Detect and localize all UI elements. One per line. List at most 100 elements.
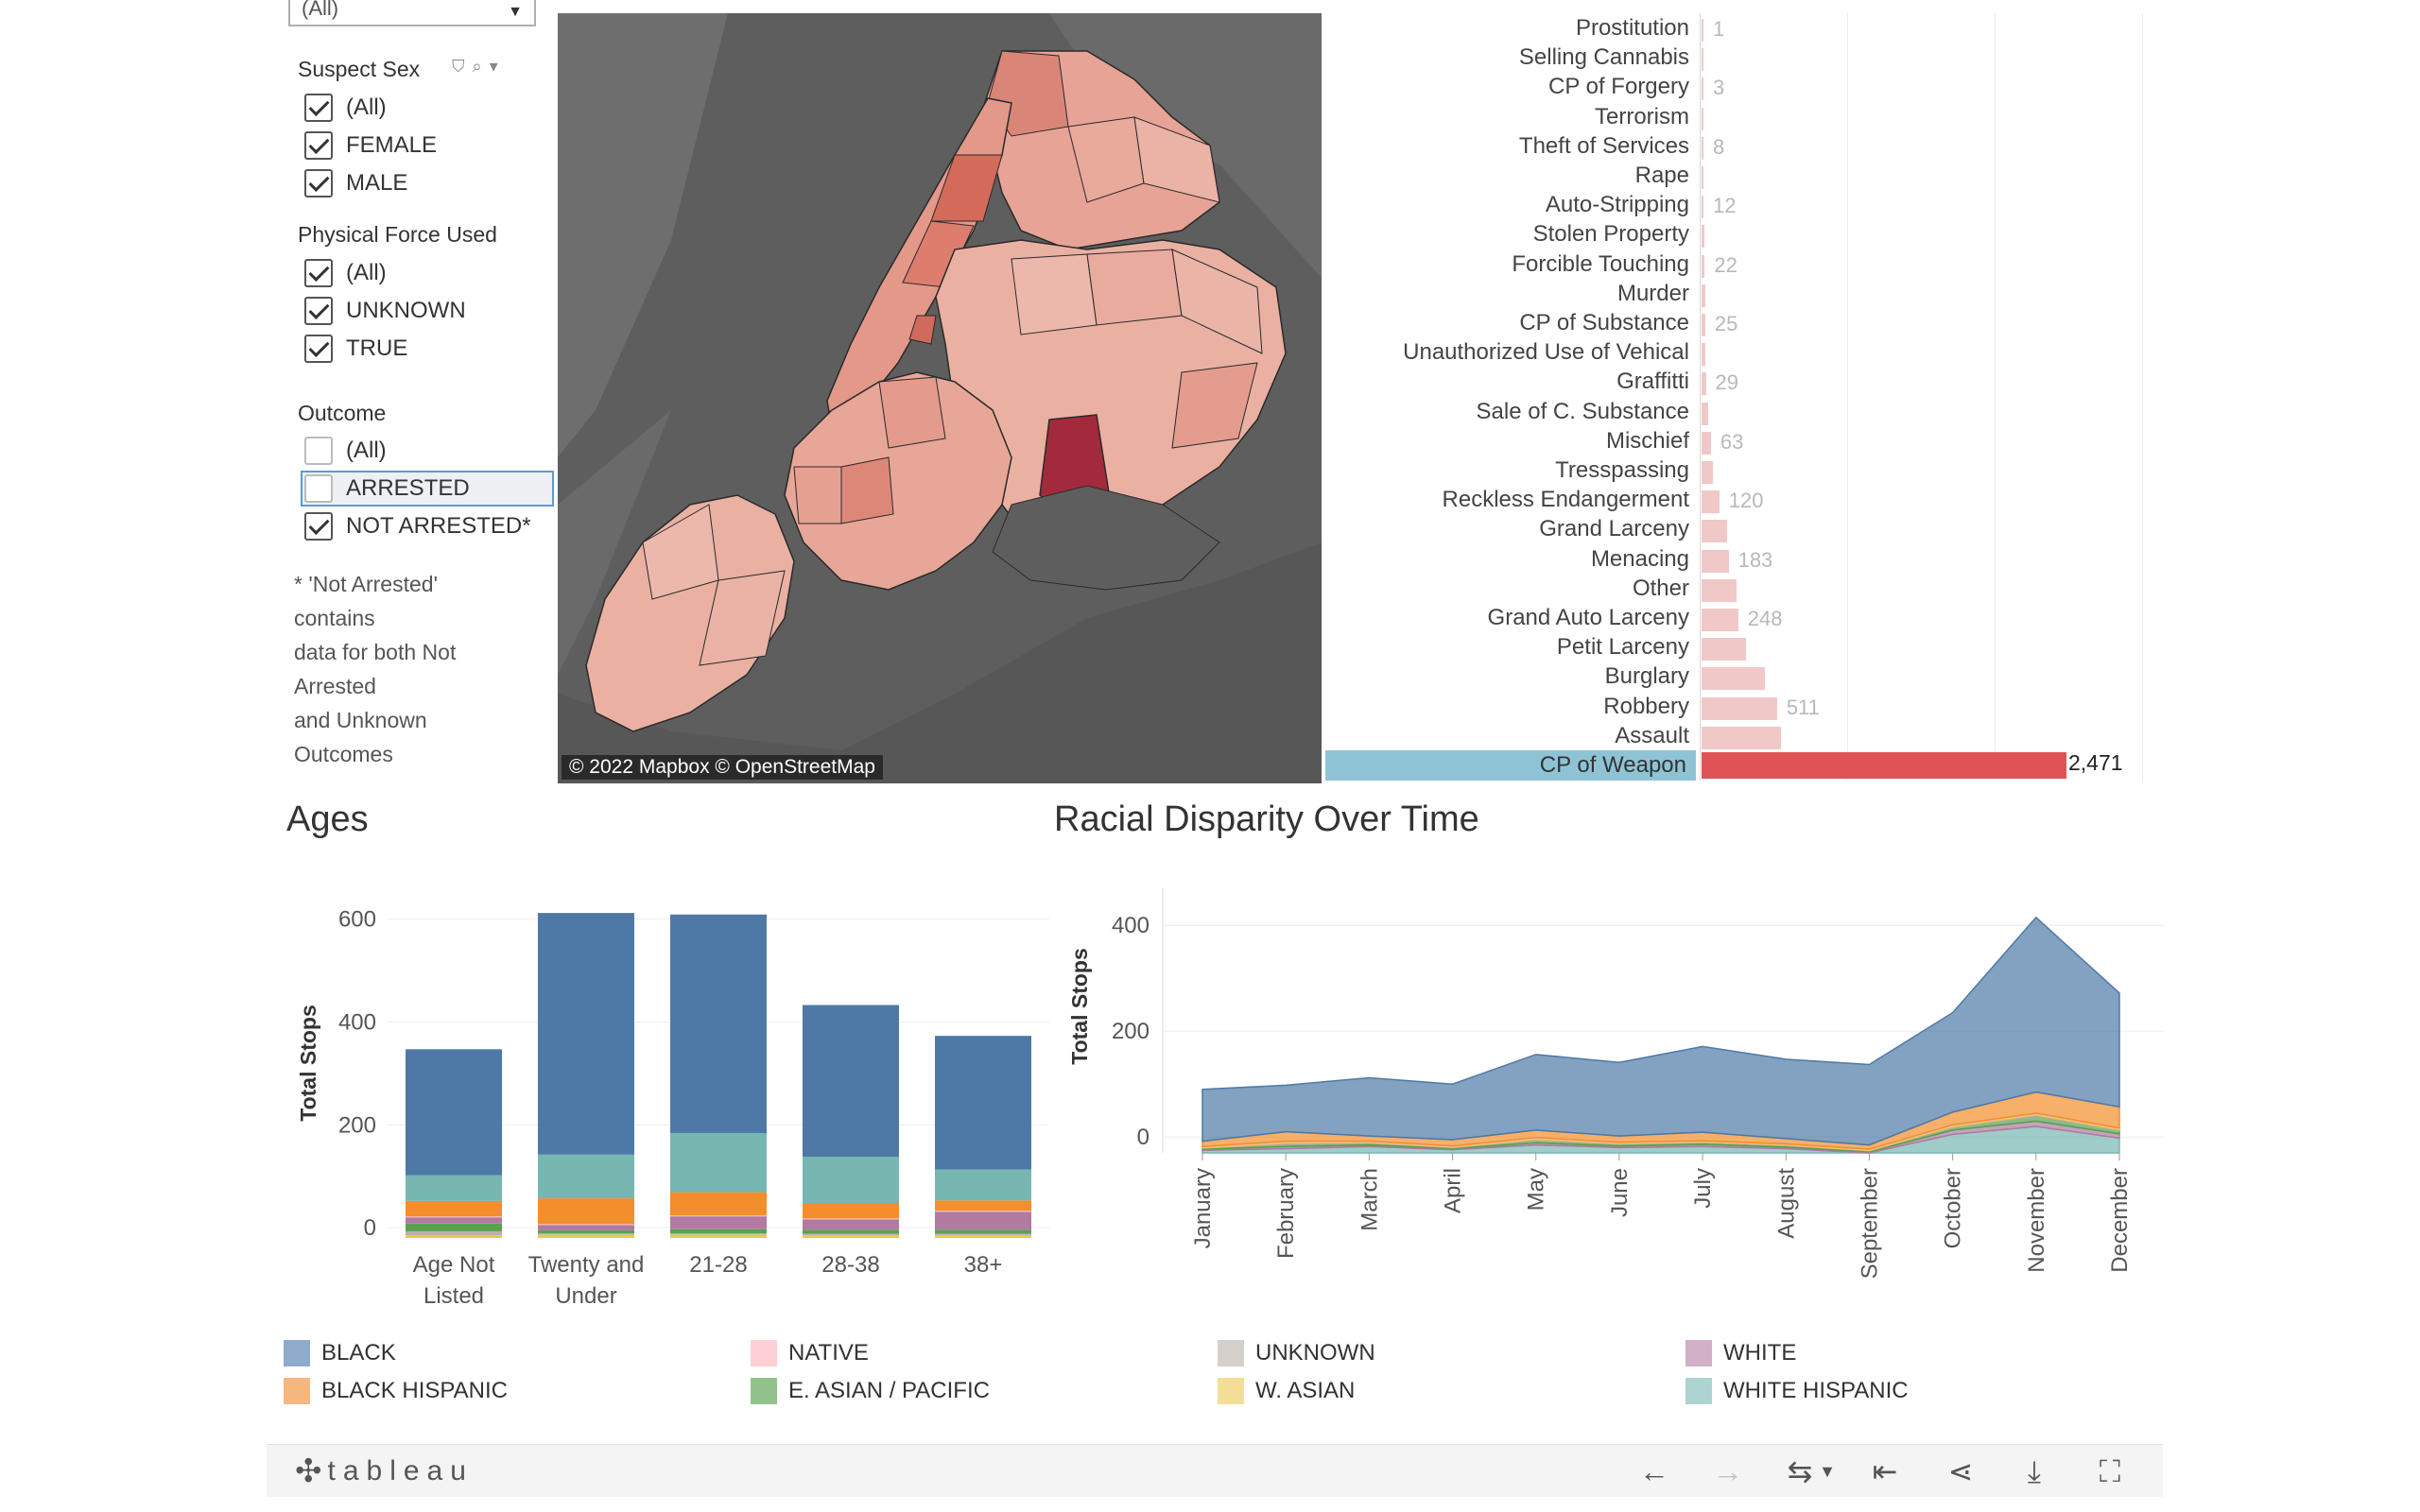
filter-icon[interactable]: ⛉ [452,57,473,76]
crime-bar[interactable] [1702,549,1729,573]
precinct[interactable] [793,466,842,524]
age-bar-segment[interactable] [406,1230,502,1236]
crime-bar[interactable] [1702,372,1706,396]
crime-selected-label[interactable]: CP of Weapon [1325,750,1696,781]
revert-icon[interactable]: ⇆ [1787,1454,1813,1488]
age-bar-segment[interactable] [538,1198,634,1225]
crime-label[interactable]: Selling Cannabis [1518,44,1689,71]
brooklyn-borough[interactable] [784,371,1012,591]
age-bar-segment[interactable] [670,914,767,1133]
crime-selected-bar[interactable] [1702,752,2066,779]
age-bar-segment[interactable] [803,1219,899,1230]
crime-label[interactable]: Other [1632,575,1689,601]
crime-bar[interactable] [1702,77,1703,101]
checkbox-checked[interactable] [304,259,333,287]
legend-item[interactable]: NATIVE [751,1340,869,1366]
crime-bar[interactable] [1702,314,1705,336]
physical-force-all[interactable]: (All) [304,257,387,289]
age-bar-segment[interactable] [935,1169,1031,1201]
redo-icon[interactable]: → [1713,1454,1743,1488]
crime-bar[interactable] [1702,196,1703,219]
race-area-series[interactable] [1201,916,2120,1146]
age-bar-segment[interactable] [670,1216,767,1229]
crime-label[interactable]: CP of Substance [1519,310,1689,335]
age-bar-segment[interactable] [803,1235,899,1238]
age-bar-segment[interactable] [406,1216,502,1218]
age-bar-segment[interactable] [935,1211,1031,1230]
age-bar-segment[interactable] [803,1005,899,1158]
checkbox-checked[interactable] [304,131,333,160]
age-bar-segment[interactable] [670,1133,767,1193]
crime-bar[interactable] [1702,402,1709,425]
age-bar-segment[interactable] [803,1218,899,1220]
precinct[interactable] [840,456,894,524]
age-bar-segment[interactable] [406,1235,502,1238]
age-bar-segment[interactable] [538,1229,634,1234]
checkbox-unchecked[interactable] [304,474,333,503]
age-bar-segment[interactable] [670,1215,767,1217]
age-bar-segment[interactable] [538,1154,634,1199]
crime-label[interactable]: Mischief [1605,427,1689,454]
age-bar-segment[interactable] [406,1223,502,1231]
crime-label[interactable]: Petit Larceny [1556,634,1689,661]
crime-bar[interactable] [1702,225,1704,249]
age-bar-segment[interactable] [670,1234,767,1238]
tableau-logo[interactable]: ✣ tableau [295,1452,474,1490]
legend-item[interactable]: E. ASIAN / PACIFIC [751,1378,990,1404]
fullscreen-icon[interactable]: ⛶ [2099,1454,2121,1488]
age-bar-segment[interactable] [803,1233,899,1236]
physical-force-true[interactable]: TRUE [304,333,407,365]
staten-island-borough[interactable] [585,494,795,732]
checkbox-checked[interactable] [304,512,333,541]
crime-bar[interactable] [1702,343,1706,367]
download-icon[interactable]: ⤓ [2027,1454,2042,1488]
precinct[interactable] [930,154,1003,222]
age-bar-segment[interactable] [406,1175,502,1201]
legend-item[interactable]: W. ASIAN [1218,1378,1355,1404]
age-bar-segment[interactable] [670,1192,767,1216]
crime-label[interactable]: Murder [1616,280,1689,306]
age-bar-segment[interactable] [670,1228,767,1234]
menu-chevron-icon[interactable]: ▾ [489,57,506,76]
crime-bar[interactable] [1702,578,1737,602]
age-bar-segment[interactable] [935,1229,1031,1234]
age-bar-segment[interactable] [406,1049,502,1176]
crime-bar[interactable] [1702,48,1703,72]
map-credit[interactable]: © 2022 Mapbox © OpenStreetMap [562,755,883,780]
crime-bar[interactable] [1702,19,1703,42]
crime-label[interactable]: Auto-Stripping [1545,192,1689,218]
age-bar-segment[interactable] [935,1233,1031,1236]
checkbox-checked[interactable] [304,297,333,325]
crime-bar[interactable] [1702,696,1777,720]
search-icon[interactable]: ⌕ [472,57,490,76]
age-bar-segment[interactable] [406,1200,502,1217]
crime-bar[interactable] [1702,254,1705,278]
crime-label[interactable]: Menacing [1590,545,1689,572]
crime-label[interactable]: Burglary [1604,663,1689,690]
crime-label[interactable]: Sale of C. Substance [1476,398,1689,424]
age-bar-segment[interactable] [935,1200,1031,1211]
crime-bar[interactable] [1702,461,1713,484]
revert-menu-chevron-icon[interactable]: ▼ [1819,1462,1836,1481]
legend-item[interactable]: BLACK HISPANIC [284,1378,508,1404]
outcome-all[interactable]: (All) [304,435,387,467]
age-bar-segment[interactable] [803,1157,899,1203]
age-bar-segment[interactable] [670,1233,767,1235]
physical-force-unknown[interactable]: UNKNOWN [304,295,466,327]
crime-label[interactable]: Grand Auto Larceny [1487,605,1689,630]
legend-item[interactable]: UNKNOWN [1218,1340,1375,1366]
age-bar-segment[interactable] [935,1036,1031,1170]
crime-label[interactable]: Rape [1634,163,1689,188]
age-bar-segment[interactable] [538,1224,634,1226]
age-bar-segment[interactable] [406,1217,502,1224]
reset-icon[interactable]: ⇤ [1872,1454,1898,1488]
suspect-sex-all[interactable]: (All) [304,92,387,124]
checkbox-checked[interactable] [304,169,333,198]
age-bar-segment[interactable] [803,1203,899,1219]
crime-bar[interactable] [1702,284,1705,307]
share-icon[interactable]: ⋖ [1947,1454,1974,1488]
nyc-precinct-map[interactable]: © 2022 Mapbox © OpenStreetMap [558,13,1322,783]
crime-bar[interactable] [1702,166,1703,189]
crime-label[interactable]: Theft of Services [1518,132,1689,159]
precinct[interactable] [908,315,937,345]
